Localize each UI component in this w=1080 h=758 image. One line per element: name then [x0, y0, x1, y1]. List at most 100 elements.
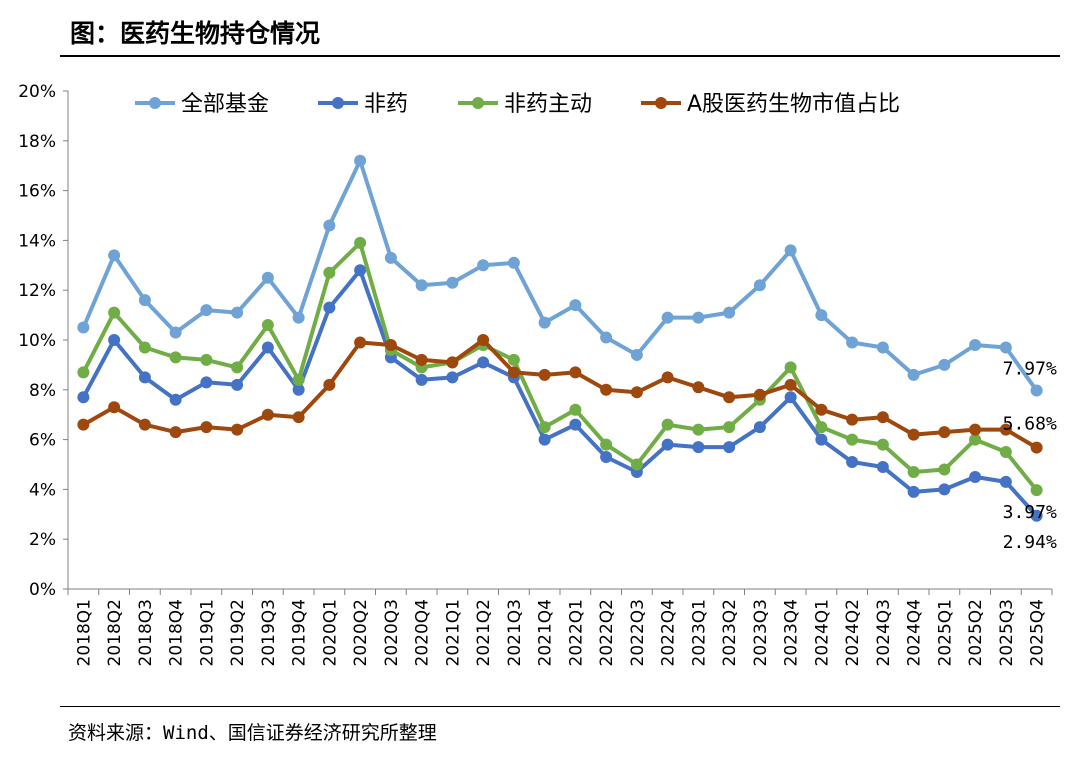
x-tick-label: 2019Q1	[197, 599, 217, 666]
x-tick-label: 2023Q4	[782, 599, 802, 666]
data-point	[1030, 384, 1043, 397]
x-tick-label: 2019Q3	[259, 599, 279, 666]
data-point	[200, 421, 213, 434]
data-point	[846, 413, 859, 426]
data-point	[261, 319, 274, 332]
data-point	[354, 236, 367, 249]
y-tick-label: 14%	[18, 231, 56, 251]
y-tick-label: 8%	[29, 381, 56, 401]
data-point	[507, 256, 520, 269]
y-tick-label: 2%	[29, 530, 56, 550]
end-value-label: 5.68%	[1003, 414, 1057, 435]
x-tick-label: 2019Q4	[290, 599, 310, 666]
data-point	[538, 433, 551, 446]
data-point	[876, 341, 889, 354]
data-point	[569, 299, 582, 312]
data-point	[784, 361, 797, 374]
y-tick-label: 4%	[29, 480, 56, 500]
x-tick-label: 2021Q3	[505, 599, 525, 666]
series-2	[77, 236, 1043, 497]
data-point	[784, 378, 797, 391]
title-rule	[60, 55, 1060, 57]
data-point	[231, 361, 244, 374]
legend-label: 非药主动	[504, 92, 592, 117]
data-point	[999, 475, 1012, 488]
data-point	[477, 356, 490, 369]
x-tick-label: 2022Q3	[628, 599, 648, 666]
legend-item: A股医药生物市值占比	[641, 92, 900, 117]
data-point	[876, 460, 889, 473]
data-point	[108, 249, 121, 262]
data-point	[169, 351, 182, 364]
legend-item: 非药	[318, 92, 408, 117]
data-point	[384, 251, 397, 264]
data-point	[538, 316, 551, 329]
data-point	[600, 451, 613, 464]
legend-swatch-marker	[332, 97, 344, 109]
data-point	[907, 465, 920, 478]
data-point	[231, 306, 244, 319]
x-tick-label: 2022Q1	[566, 599, 586, 666]
legend-item: 非药主动	[458, 92, 592, 117]
x-tick-label: 2020Q3	[382, 599, 402, 666]
x-tick-label: 2018Q3	[136, 599, 156, 666]
data-point	[108, 401, 121, 414]
data-point	[999, 423, 1012, 436]
data-point	[723, 441, 736, 454]
data-point	[661, 438, 674, 451]
x-tick-label: 2025Q2	[966, 599, 986, 666]
y-tick-label: 20%	[18, 82, 56, 102]
end-value-label: 7.97%	[1003, 359, 1057, 380]
x-tick-label: 2022Q4	[659, 599, 679, 666]
data-point	[784, 244, 797, 257]
data-point	[907, 428, 920, 441]
data-point	[292, 311, 305, 324]
data-point	[692, 381, 705, 394]
data-point	[692, 311, 705, 324]
data-point	[354, 264, 367, 277]
data-point	[261, 408, 274, 421]
x-tick-label: 2019Q2	[228, 599, 248, 666]
data-point	[723, 391, 736, 404]
series-0	[77, 154, 1043, 397]
data-point	[323, 219, 336, 232]
source-note: 资料来源：Wind、国信证券经济研究所整理	[68, 722, 437, 744]
data-point	[753, 421, 766, 434]
data-point	[323, 378, 336, 391]
legend-label: 非药	[364, 92, 408, 117]
data-point	[692, 441, 705, 454]
data-point	[692, 423, 705, 436]
data-point	[1030, 484, 1043, 497]
legend-item: 全部基金	[135, 92, 269, 117]
x-tick-label: 2020Q1	[320, 599, 340, 666]
data-point	[138, 341, 151, 354]
data-point	[200, 353, 213, 366]
x-tick-label: 2022Q2	[597, 599, 617, 666]
data-point	[600, 331, 613, 344]
y-tick-label: 18%	[18, 132, 56, 152]
series-layer	[77, 154, 1043, 522]
data-point	[753, 388, 766, 401]
data-point	[569, 366, 582, 379]
data-point	[354, 336, 367, 349]
data-point	[507, 366, 520, 379]
data-point	[415, 373, 428, 386]
data-point	[630, 386, 643, 399]
data-point	[292, 383, 305, 396]
data-point	[138, 371, 151, 384]
data-point	[477, 334, 490, 346]
data-point	[569, 418, 582, 431]
end-value-label: 2.94%	[1003, 532, 1057, 553]
data-point	[138, 294, 151, 307]
data-point	[1030, 509, 1043, 522]
data-point	[261, 271, 274, 284]
x-tick-label: 2021Q1	[443, 599, 463, 666]
y-tick-label: 16%	[18, 182, 56, 202]
data-point	[323, 266, 336, 279]
data-point	[999, 341, 1012, 354]
data-point	[200, 304, 213, 317]
y-tick-label: 0%	[29, 580, 56, 600]
x-tick-label: 2023Q2	[720, 599, 740, 666]
data-point	[907, 485, 920, 498]
data-point	[538, 368, 551, 381]
